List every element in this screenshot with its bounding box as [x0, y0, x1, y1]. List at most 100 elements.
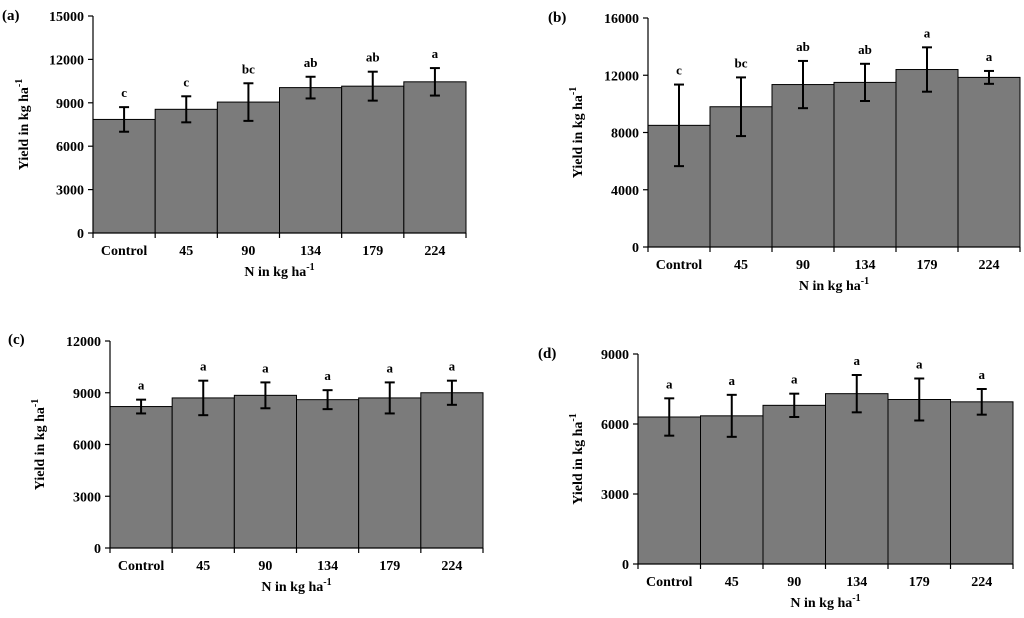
y-axis-title-text: Yield in kg ha — [571, 422, 586, 505]
significance-label-2: a — [262, 360, 269, 375]
bar-1 — [171, 397, 235, 549]
bar-2 — [216, 101, 280, 234]
bar-5 — [950, 401, 1014, 565]
x-axis-title: N in kg ha-1 — [244, 262, 314, 280]
chart-panel-0: c c bc ab ab a 0 3000 6000 9000 12000 15000 Control 4… — [2, 8, 467, 280]
error-bar-2 — [798, 59, 808, 110]
y-tick-label: 9000 — [601, 348, 629, 363]
significance-label-3: ab — [858, 42, 872, 57]
significance-label-0: c — [676, 63, 682, 78]
category-label-5: 224 — [971, 575, 992, 590]
bar-5 — [957, 76, 1021, 248]
x-axis-title: N in kg ha-1 — [799, 276, 869, 294]
significance-label-0: a — [666, 376, 673, 391]
error-bar-0 — [674, 83, 684, 168]
error-bar-3 — [322, 389, 333, 411]
error-bar-2 — [789, 392, 800, 418]
y-tick-label: 0 — [77, 227, 84, 242]
significance-label-3: a — [854, 353, 861, 368]
chart-panel-2: a a a a a a 0 3000 6000 9000 12000 Control 45 90 134 17… — [8, 332, 484, 595]
y-tick-label: 0 — [94, 542, 101, 557]
x-axis-title-text: N in kg ha — [790, 596, 852, 611]
category-label-1: 45 — [725, 575, 739, 590]
error-bar-5 — [446, 379, 457, 406]
error-bar-0 — [664, 397, 675, 437]
y-tick-label: 6000 — [601, 418, 629, 433]
y-axis-title-text: Yield in kg ha — [17, 87, 32, 170]
significance-label-4: a — [916, 357, 923, 372]
error-bar-3 — [851, 374, 862, 414]
category-label-1: 45 — [734, 258, 748, 273]
category-label-1: 45 — [179, 244, 193, 259]
error-bar-0 — [119, 106, 130, 133]
bar-0 — [109, 406, 173, 549]
bar-5 — [403, 81, 467, 234]
x-axis-title-sup: -1 — [306, 262, 314, 273]
error-bar-1 — [736, 76, 746, 138]
y-tick-label: 15000 — [49, 10, 84, 25]
bar-4 — [887, 399, 951, 565]
error-bar-3 — [305, 75, 316, 100]
y-tick-label: 9000 — [73, 387, 101, 402]
x-axis-title-text: N in kg ha — [244, 265, 306, 280]
x-axis-title: N in kg ha-1 — [790, 593, 860, 611]
error-bar-5 — [976, 388, 987, 416]
significance-label-2: ab — [796, 39, 810, 54]
y-tick-label: 9000 — [56, 97, 84, 112]
significance-label-5: a — [432, 46, 439, 61]
error-bar-5 — [984, 69, 994, 85]
error-bar-1 — [198, 379, 209, 417]
y-axis-title-sup: -1 — [30, 399, 41, 407]
significance-label-1: bc — [735, 55, 748, 70]
bar-2 — [233, 394, 297, 549]
significance-label-2: a — [791, 372, 798, 387]
y-tick-label: 12000 — [49, 53, 84, 68]
panel-label: (c) — [8, 332, 25, 348]
significance-label-5: a — [979, 367, 986, 382]
significance-label-0: c — [121, 85, 127, 100]
y-tick-label: 8000 — [611, 127, 639, 142]
bar-0 — [92, 118, 156, 234]
category-label-1: 45 — [196, 559, 210, 574]
significance-label-5: a — [986, 49, 993, 64]
significance-label-4: a — [924, 25, 931, 40]
error-bar-4 — [384, 381, 395, 415]
significance-label-1: c — [183, 74, 189, 89]
bar-3 — [825, 393, 889, 565]
y-tick-label: 16000 — [604, 12, 639, 27]
chart-panel-3: a a a a a a 0 3000 6000 9000 Control 45 90 134 179 224 N… — [538, 346, 1014, 611]
x-axis-title-sup: -1 — [861, 276, 869, 287]
y-axis-title: Yield in kg ha-1 — [568, 87, 586, 178]
significance-label-1: a — [729, 373, 736, 388]
category-label-4: 179 — [362, 244, 383, 259]
significance-label-4: a — [387, 360, 394, 375]
category-label-5: 224 — [441, 559, 462, 574]
category-label-0: Control — [646, 575, 693, 590]
panel-label: (b) — [548, 10, 566, 26]
category-label-5: 224 — [979, 258, 1000, 273]
significance-label-3: ab — [304, 55, 318, 70]
significance-label-3: a — [324, 368, 331, 383]
x-axis-title-text: N in kg ha — [799, 279, 861, 294]
y-axis-title: Yield in kg ha-1 — [30, 399, 48, 490]
y-axis-title-text: Yield in kg ha — [33, 407, 48, 490]
category-label-4: 179 — [379, 559, 400, 574]
category-label-0: Control — [101, 244, 148, 259]
significance-label-5: a — [449, 359, 456, 374]
bar-4 — [358, 397, 422, 549]
significance-label-2: bc — [242, 61, 255, 76]
significance-label-1: a — [200, 359, 207, 374]
category-label-5: 224 — [424, 244, 445, 259]
error-bar-1 — [181, 95, 192, 124]
error-bar-4 — [922, 46, 932, 93]
y-axis-title: Yield in kg ha-1 — [14, 79, 32, 170]
bar-1 — [154, 108, 218, 234]
chart-panel-1: c bc ab ab a a 0 4000 8000 12000 16000 Control 45 90 1… — [548, 10, 1021, 294]
category-label-0: Control — [118, 559, 165, 574]
bar-3 — [833, 81, 897, 248]
bar-5 — [420, 392, 484, 549]
category-label-4: 179 — [909, 575, 930, 590]
error-bar-0 — [136, 398, 147, 415]
error-bar-3 — [860, 62, 870, 103]
category-label-2: 90 — [258, 559, 272, 574]
